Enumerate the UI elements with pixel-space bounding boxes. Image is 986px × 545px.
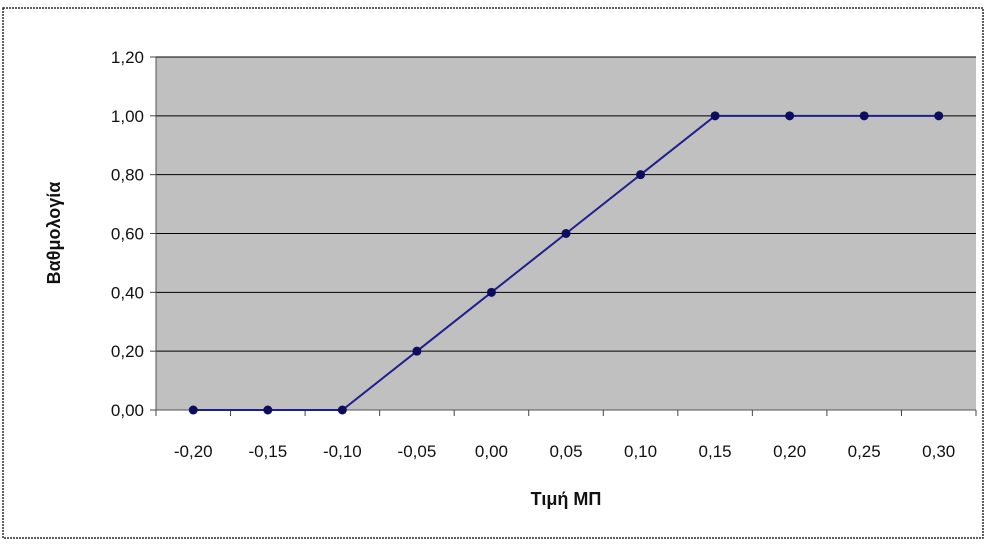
data-point — [486, 287, 496, 297]
data-point — [710, 111, 720, 121]
y-tick-label: 1,00 — [111, 107, 144, 126]
x-tick-label: 0,00 — [475, 442, 508, 461]
y-tick-label: 0,80 — [111, 166, 144, 185]
x-tick-label: 0,15 — [699, 442, 732, 461]
data-point — [934, 111, 944, 121]
data-point — [785, 111, 795, 121]
data-point — [859, 111, 869, 121]
y-axis-title: Βαθμολογία — [44, 182, 64, 285]
data-point — [188, 405, 198, 415]
y-tick-label: 0,40 — [111, 283, 144, 302]
data-point — [561, 229, 571, 238]
y-tick-label: 0,20 — [111, 342, 144, 361]
x-tick-label: 0,30 — [922, 442, 955, 461]
data-point — [263, 405, 273, 415]
data-point — [412, 346, 422, 356]
x-tick-label: -0,05 — [398, 442, 437, 461]
y-tick-labels: 0,00 0,20 0,40 0,60 0,80 1,00 1,20 — [111, 48, 156, 420]
x-tick-label: 0,10 — [624, 442, 657, 461]
data-markers — [188, 111, 944, 415]
x-tick-label: -0,20 — [174, 442, 213, 461]
y-tick-label: 1,20 — [111, 48, 144, 67]
data-point — [337, 405, 347, 415]
x-tick-label: 0,20 — [773, 442, 806, 461]
x-tick-label: -0,15 — [248, 442, 287, 461]
x-axis-title: Τιμή ΜΠ — [531, 489, 602, 509]
y-tick-label: 0,00 — [111, 401, 144, 420]
x-tick-label: -0,10 — [323, 442, 362, 461]
y-tick-label: 0,60 — [111, 225, 144, 244]
x-tick-label: 0,05 — [549, 442, 582, 461]
x-tick-label: 0,25 — [848, 442, 881, 461]
data-point — [636, 170, 646, 180]
x-tick-labels: -0,20 -0,15 -0,10 -0,05 0,00 0,05 0,10 0,15 0,20… — [155, 410, 977, 461]
